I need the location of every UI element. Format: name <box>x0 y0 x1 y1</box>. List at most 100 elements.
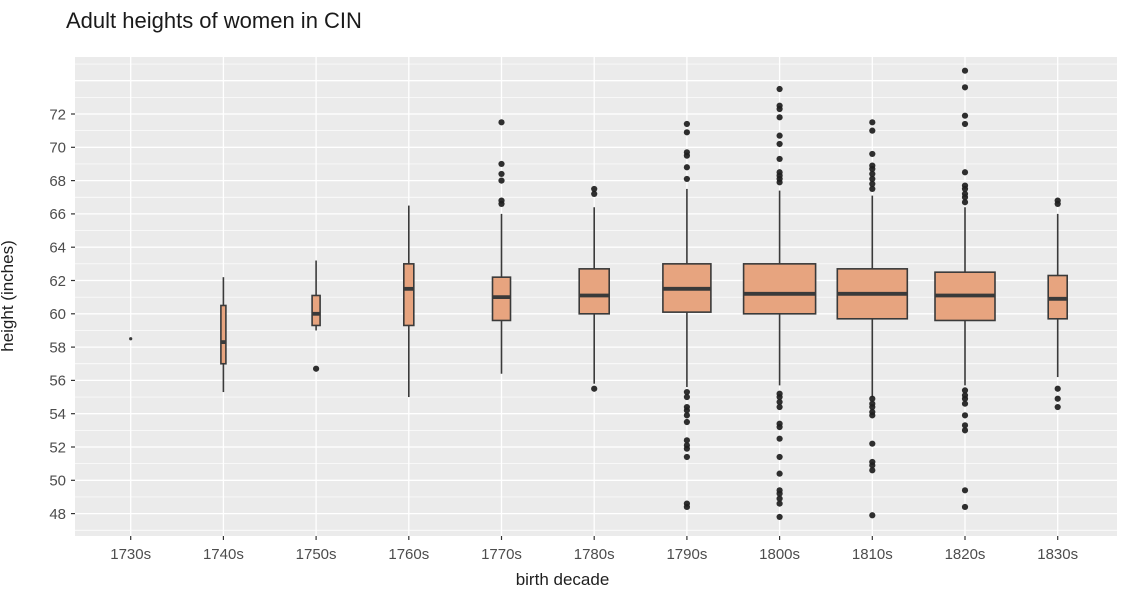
outlier-dot <box>869 180 876 188</box>
outlier-dot <box>869 408 876 416</box>
outlier-dot <box>776 102 783 109</box>
outlier-dot <box>683 149 691 156</box>
y-tick-label: 50 <box>49 473 66 490</box>
outlier-dot <box>498 119 505 126</box>
outlier-dot <box>869 119 876 126</box>
outlier-dot <box>776 114 783 121</box>
y-tick-label: 52 <box>49 439 66 456</box>
outlier-dot <box>683 437 691 444</box>
outlier-dot <box>683 175 691 183</box>
outlier-dot <box>869 162 876 169</box>
outlier-dot <box>869 127 876 134</box>
outlier-dot <box>776 169 783 176</box>
x-tick-label: 1800s <box>759 546 800 563</box>
outlier-dot <box>683 388 691 396</box>
boxplot-group-1820s <box>934 67 996 511</box>
outlier-dot <box>313 365 320 372</box>
outlier-dot <box>961 84 969 91</box>
boxplot-group-1780s <box>578 185 611 392</box>
outlier-dot <box>961 67 969 74</box>
outlier-dot <box>683 442 691 449</box>
boxplot-group-1810s <box>836 119 909 519</box>
outlier-dot <box>961 182 969 189</box>
outlier-dot <box>776 470 783 477</box>
outlier-dot <box>961 487 969 494</box>
outlier-dot <box>776 453 783 461</box>
y-tick-label: 72 <box>49 106 66 123</box>
outlier-dot <box>869 395 876 402</box>
outlier-dot <box>961 392 969 399</box>
outlier-dot <box>776 132 783 139</box>
y-tick-label: 62 <box>49 273 66 290</box>
x-tick-label: 1790s <box>666 546 707 563</box>
outlier-dot <box>961 412 969 419</box>
boxplot-group-1760s <box>402 205 415 398</box>
outlier-dot <box>776 487 783 494</box>
outlier-dot <box>776 500 783 507</box>
outlier-dot <box>776 420 783 427</box>
iqr-box <box>311 294 321 327</box>
outlier-dot <box>1054 197 1061 204</box>
outlier-dot <box>591 185 598 193</box>
outlier-dot <box>776 398 783 406</box>
outlier-dot <box>1054 395 1061 402</box>
boxplot-group-1830s <box>1047 197 1068 411</box>
outlier-dot <box>961 120 969 128</box>
outlier-dot <box>683 418 691 426</box>
outlier-dot <box>776 155 783 163</box>
outlier-dot <box>776 403 783 411</box>
y-tick-label: 66 <box>49 206 66 223</box>
outlier-dot <box>776 140 783 148</box>
boxplot-group-1800s <box>742 85 817 521</box>
outlier-dot <box>961 169 969 176</box>
outlier-dot <box>1054 403 1061 411</box>
x-axis-title: birth decade <box>515 570 610 589</box>
outlier-dot <box>683 164 691 171</box>
iqr-box <box>742 263 817 315</box>
outlier-dot <box>869 512 876 519</box>
outlier-dot <box>961 503 969 511</box>
outlier-dot <box>961 387 969 394</box>
iqr-box <box>578 268 611 315</box>
outlier-dot <box>961 427 969 434</box>
single-observation-dot <box>129 337 133 341</box>
boxplot-group-1790s <box>662 120 712 511</box>
y-axis-title: height (inches) <box>0 240 17 352</box>
boxplot-group-1740s <box>220 277 227 393</box>
outlier-dot <box>498 177 505 184</box>
outlier-dot <box>869 175 876 183</box>
outlier-dot <box>961 199 969 206</box>
outlier-dot <box>591 385 598 392</box>
outlier-dot <box>961 400 969 407</box>
boxplot-group-1730s <box>129 337 133 341</box>
iqr-box <box>402 263 415 327</box>
outlier-dot <box>776 513 783 521</box>
outlier-dot <box>961 190 969 198</box>
x-tick-label: 1750s <box>296 546 337 563</box>
x-tick-label: 1810s <box>852 546 893 563</box>
outlier-dot <box>869 150 876 158</box>
outlier-dot <box>683 403 691 411</box>
outlier-dot <box>869 400 876 407</box>
y-tick-label: 64 <box>49 239 66 256</box>
iqr-box <box>220 304 227 365</box>
outlier-dot <box>498 160 505 168</box>
y-tick-label: 56 <box>49 373 66 390</box>
outlier-dot <box>869 185 876 193</box>
chart-title: Adult heights of women in CIN <box>66 8 362 33</box>
y-tick-label: 68 <box>49 173 66 190</box>
outlier-dot <box>683 453 691 461</box>
boxplot-group-1750s <box>311 260 321 372</box>
y-tick-label: 54 <box>49 406 66 423</box>
outlier-dot <box>683 120 691 128</box>
outlier-dot <box>961 422 969 429</box>
y-tick-label: 70 <box>49 140 66 157</box>
outlier-dot <box>498 197 505 204</box>
outlier-dot <box>776 85 783 93</box>
outlier-dot <box>776 435 783 442</box>
x-tick-label: 1770s <box>481 546 522 563</box>
x-tick-label: 1780s <box>574 546 615 563</box>
outlier-dot <box>1054 385 1061 392</box>
